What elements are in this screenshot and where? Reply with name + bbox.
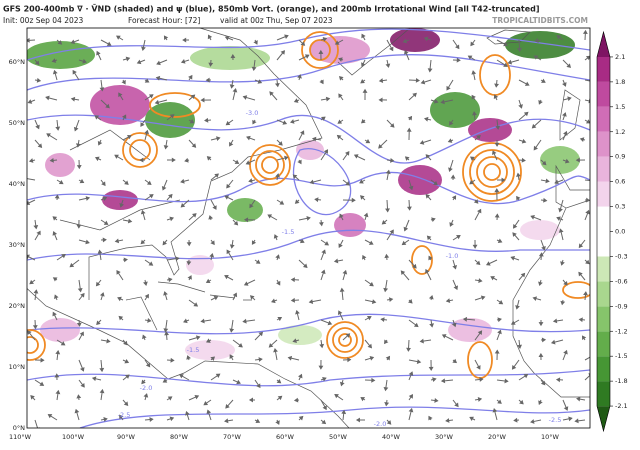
lon-label: 70°W: [223, 433, 242, 441]
lon-label: 40°W: [382, 433, 401, 441]
colorbar-tick-label: -1.5: [615, 352, 628, 360]
colorbar-segment: [597, 406, 610, 431]
colorbar-tick-label: 0.3: [615, 203, 625, 211]
lon-label: 30°W: [435, 433, 454, 441]
colorbar-tick-label: 0.9: [615, 153, 625, 161]
colorbar-segment: [597, 356, 610, 381]
colorbar-tick-label: -2.1: [615, 402, 628, 410]
colorbar-segment: [597, 306, 610, 331]
title: GFS 200-400mb ∇ · V̄ND (shaded) and ψ (b…: [3, 3, 540, 13]
colorbar-segment: [597, 207, 610, 232]
lat-label: 30°N: [9, 241, 26, 249]
lon-label: 80°W: [170, 433, 189, 441]
colorbar-tick-label: -1.8: [615, 377, 628, 385]
lon-label: 10°W: [541, 433, 560, 441]
lat-label: 0°N: [13, 424, 25, 432]
lon-label: 90°W: [117, 433, 136, 441]
wind-arrowhead: [591, 80, 594, 83]
contour-label: -3.0: [246, 109, 259, 117]
wind-arrowhead: [589, 99, 592, 102]
colorbar-segment: [597, 232, 610, 257]
wind-arrowhead: [36, 428, 39, 431]
colorbar-tick-label: 0.0: [615, 228, 625, 236]
lon-label: 60°W: [276, 433, 295, 441]
colorbar-segment: [597, 281, 610, 306]
colorbar-tick-label: 0.6: [615, 178, 625, 186]
colorbar-segment: [597, 107, 610, 132]
lon-label: 20°W: [488, 433, 507, 441]
lon-label: 100°W: [62, 433, 85, 441]
lat-label: 60°N: [9, 58, 26, 66]
colorbar-tick-label: -1.2: [615, 327, 628, 335]
forecast-hour: Forecast Hour: [72]: [128, 16, 200, 25]
contour-label: -1.5: [187, 346, 200, 354]
lat-label: 50°N: [9, 119, 26, 127]
colorbar-tick-label: -0.9: [615, 302, 628, 310]
init-time: Init: 00z Sep 04 2023: [3, 16, 84, 25]
colorbar-tick-label: -0.6: [615, 277, 628, 285]
wind-arrowhead: [593, 179, 596, 182]
contour-label: -2.5: [549, 416, 562, 424]
lat-label: 20°N: [9, 302, 26, 310]
colorbar: 2.1 1.8 1.5 1.2 0.9 0.6 0.3 0.0 -0.3 -0.6 -0.9 -1.2…: [597, 32, 628, 431]
colorbar-tick-label: 1.8: [615, 78, 625, 86]
lat-label: 40°N: [9, 180, 26, 188]
lat-label: 10°N: [9, 363, 26, 371]
colorbar-tick-label: 1.5: [615, 103, 625, 111]
colorbar-segment: [597, 331, 610, 356]
colorbar-segment: [597, 57, 610, 82]
map-area: -3.0 -1.5 -1.0 -1.5 -2.0 -2.5 -2.0 -2.5: [15, 28, 595, 431]
contour-label: -2.0: [140, 384, 153, 392]
watermark: TROPICALTIDBITS.COM: [492, 16, 588, 25]
colorbar-segment: [597, 157, 610, 182]
colorbar-tick-label: 2.1: [615, 53, 625, 61]
contour-label: -1.0: [446, 252, 459, 260]
colorbar-tick-label: -0.3: [615, 252, 628, 260]
lon-label: 110°W: [9, 433, 32, 441]
colorbar-segment: [597, 381, 610, 406]
contour-label: -2.5: [118, 411, 131, 419]
wind-arrowhead: [592, 354, 595, 357]
colorbar-segment: [597, 132, 610, 157]
valid-time: valid at 00z Thu, Sep 07 2023: [220, 16, 333, 25]
lon-label: 50°W: [329, 433, 348, 441]
colorbar-segment: [597, 182, 610, 207]
colorbar-tick-label: 1.2: [615, 128, 625, 136]
contour-label: -2.0: [374, 420, 387, 428]
colorbar-segment: [597, 32, 610, 57]
contour-label: -1.5: [282, 228, 295, 236]
colorbar-segment: [597, 82, 610, 107]
colorbar-segment: [597, 256, 610, 281]
